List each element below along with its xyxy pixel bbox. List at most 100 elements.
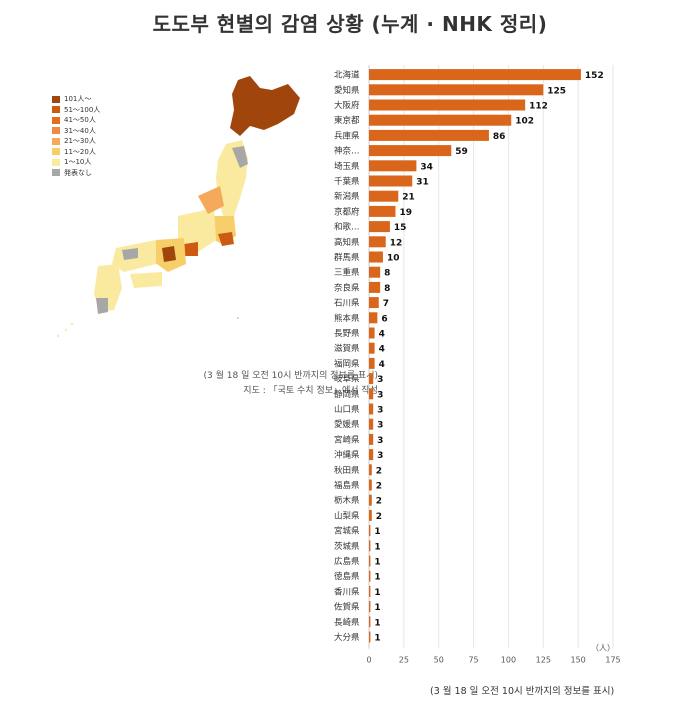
bar	[369, 540, 371, 552]
category-label: 広島県	[334, 556, 360, 567]
data-label: 1	[374, 588, 380, 598]
category-label: 高知県	[334, 237, 360, 248]
bar	[369, 585, 371, 597]
bar	[369, 99, 526, 111]
legend-swatch	[52, 95, 60, 103]
legend-label: 発表なし	[64, 168, 92, 177]
category-label: 栃木県	[334, 495, 360, 506]
legend-swatch	[52, 148, 60, 156]
data-label: 8	[384, 284, 390, 294]
bar	[369, 403, 374, 415]
category-label: 岐阜県	[334, 374, 360, 385]
legend-swatch	[52, 158, 60, 166]
x-tick-label: 150	[571, 656, 586, 665]
category-label: 長野県	[334, 329, 360, 339]
x-tick-label: 125	[536, 656, 551, 665]
category-label: 兵庫県	[334, 130, 360, 141]
x-tick-label: 75	[468, 656, 478, 665]
category-label: 和歌…	[334, 222, 360, 233]
map-region-niigata	[198, 186, 224, 214]
data-label: 1	[374, 558, 380, 568]
category-label: 群馬県	[334, 252, 360, 263]
data-label: 112	[529, 102, 548, 112]
category-label: 福岡県	[334, 358, 360, 369]
data-label: 3	[377, 421, 383, 431]
bar	[369, 631, 371, 643]
data-label: 3	[377, 451, 383, 461]
legend-item: 21～30人	[52, 136, 100, 147]
map-island	[237, 317, 239, 319]
legend-label: 101人～	[64, 95, 92, 104]
legend-label: 41～50人	[64, 116, 96, 125]
legend-swatch	[52, 106, 60, 114]
map-region-hokkaido	[230, 76, 300, 136]
x-tick-label: 100	[501, 656, 516, 665]
unit-label: （人）	[591, 644, 615, 653]
bar	[369, 525, 371, 537]
category-label: 福島県	[334, 480, 360, 491]
legend-item: 41～50人	[52, 115, 100, 126]
bar	[369, 388, 374, 400]
legend-item: 101人～	[52, 94, 100, 105]
category-label: 奈良県	[334, 282, 360, 293]
category-label: 神奈…	[334, 146, 360, 157]
category-label: 秋田県	[334, 465, 360, 476]
bar	[369, 464, 372, 476]
bar	[369, 129, 489, 141]
category-label: 石川県	[334, 299, 360, 309]
legend-item: 発表なし	[52, 168, 100, 179]
data-label: 7	[383, 299, 389, 309]
legend-item: 31～40人	[52, 126, 100, 137]
bar	[369, 175, 413, 187]
data-label: 2	[376, 512, 382, 522]
category-label: 京都府	[334, 206, 360, 217]
map-region-tokyo	[218, 232, 234, 246]
bar	[369, 221, 390, 233]
legend-item: 51～100人	[52, 105, 100, 116]
map-region-shikoku	[130, 272, 162, 288]
data-label: 10	[387, 254, 400, 264]
category-label: 山口県	[334, 404, 360, 415]
data-label: 12	[390, 238, 403, 248]
map-note-line2: 지도 : 「국토 수치 정보」에서 작성	[243, 386, 378, 396]
legend-label: 11～20人	[64, 147, 96, 156]
map-island	[56, 334, 60, 338]
category-label: 香川県	[334, 586, 360, 597]
bar	[369, 433, 374, 445]
bar	[369, 84, 544, 96]
bar	[369, 449, 374, 461]
category-label: 三重県	[334, 267, 360, 278]
bar	[369, 479, 372, 491]
map-region-osaka	[162, 246, 176, 262]
data-label: 1	[374, 634, 380, 644]
bar	[369, 312, 378, 324]
category-label: 山梨県	[334, 510, 360, 521]
data-label: 1	[374, 573, 380, 583]
category-label: 愛知県	[334, 85, 360, 96]
legend-label: 21～30人	[64, 137, 96, 146]
x-tick-label: 50	[434, 656, 444, 665]
chart-title: 도도부 현별의 감염 상황 (누계 · NHK 정리)	[152, 12, 548, 36]
data-label: 15	[394, 223, 407, 233]
data-label: 102	[515, 117, 534, 127]
bar	[369, 205, 396, 217]
data-label: 1	[374, 618, 380, 628]
category-label: 大分県	[334, 632, 360, 643]
map-legend: 101人～ 51～100人 41～50人 31～40人 21～30人 11～20人 1～10…	[52, 94, 100, 178]
bar	[369, 418, 374, 430]
japan-map	[56, 76, 300, 338]
bar	[369, 266, 381, 278]
data-label: 31	[416, 178, 429, 188]
data-label: 4	[379, 330, 385, 340]
category-label: 佐賀県	[334, 602, 360, 613]
data-label: 3	[377, 406, 383, 416]
bar	[369, 373, 374, 385]
legend-item: 11～20人	[52, 147, 100, 158]
category-label: 宮崎県	[334, 434, 360, 445]
bar	[369, 114, 512, 126]
x-tick-label: 175	[605, 656, 620, 665]
legend-swatch	[52, 116, 60, 124]
bar	[369, 555, 371, 567]
legend-label: 51～100人	[64, 105, 101, 114]
